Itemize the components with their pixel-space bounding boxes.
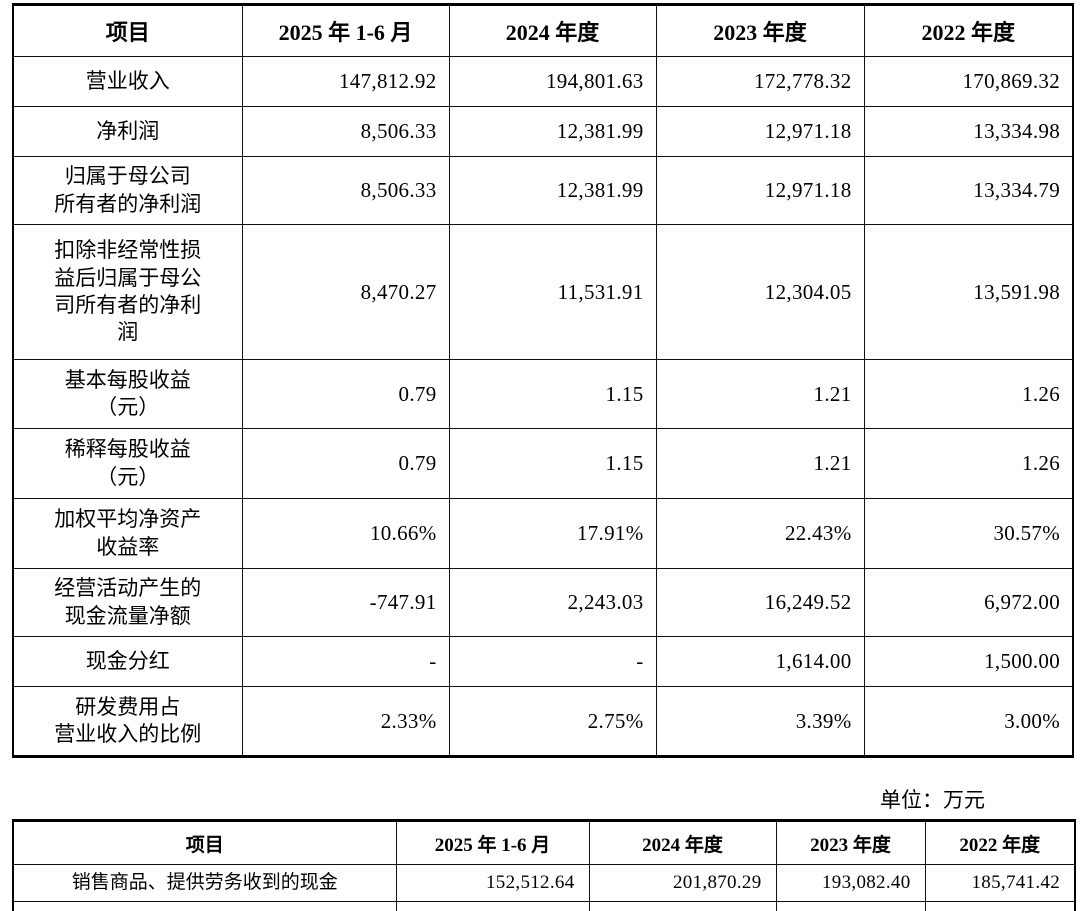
row-label: 净利润 bbox=[12, 106, 243, 157]
value-cell: -747.91 bbox=[241, 568, 450, 637]
value-cell: 1.21 bbox=[655, 428, 865, 499]
value-cell: 30.57% bbox=[863, 498, 1074, 569]
value-cell: 6,972.00 bbox=[863, 568, 1074, 637]
value-cell: 170,869.32 bbox=[863, 56, 1074, 107]
table-row: 净利润 8,506.33 12,381.99 12,971.18 13,334.… bbox=[12, 106, 1074, 157]
value-cell: 10.66% bbox=[241, 498, 450, 569]
value-cell: 16,249.52 bbox=[655, 568, 865, 637]
value-cell: 8,470.27 bbox=[241, 224, 450, 360]
table-header-row: 项目 2025 年 1-6 月 2024 年度 2023 年度 2022 年度 bbox=[12, 820, 1076, 865]
value-cell: 11,531.91 bbox=[448, 224, 657, 360]
value-cell: 201,870.29 bbox=[588, 864, 777, 902]
table-row-clipped bbox=[12, 901, 1076, 911]
header-2023: 2023 年度 bbox=[775, 820, 926, 865]
value-cell: 1,500.00 bbox=[863, 636, 1074, 687]
value-cell: 13,591.98 bbox=[863, 224, 1074, 360]
value-cell: 12,381.99 bbox=[448, 156, 657, 225]
value-cell: 185,741.42 bbox=[924, 864, 1076, 902]
row-label: 营业收入 bbox=[12, 56, 243, 107]
value-cell: 13,334.79 bbox=[863, 156, 1074, 225]
row-label: 基本每股收益 （元） bbox=[12, 359, 243, 429]
value-cell: 3.39% bbox=[655, 686, 865, 757]
value-cell: 3.00% bbox=[863, 686, 1074, 757]
row-label: 研发费用占 营业收入的比例 bbox=[12, 686, 243, 757]
header-2025h1: 2025 年 1-6 月 bbox=[395, 820, 590, 865]
table-row: 基本每股收益 （元） 0.79 1.15 1.21 1.26 bbox=[12, 359, 1074, 429]
value-cell: 1.15 bbox=[448, 428, 657, 499]
table-row: 研发费用占 营业收入的比例 2.33% 2.75% 3.39% 3.00% bbox=[12, 686, 1074, 757]
row-label: 稀释每股收益 （元） bbox=[12, 428, 243, 499]
value-cell: 194,801.63 bbox=[448, 56, 657, 107]
table-row: 加权平均净资产 收益率 10.66% 17.91% 22.43% 30.57% bbox=[12, 498, 1074, 569]
value-cell: 8,506.33 bbox=[241, 156, 450, 225]
row-label: 现金分红 bbox=[12, 636, 243, 687]
table-row: 营业收入 147,812.92 194,801.63 172,778.32 17… bbox=[12, 56, 1074, 107]
value-cell: 0.79 bbox=[241, 359, 450, 429]
value-cell: 12,381.99 bbox=[448, 106, 657, 157]
header-2023: 2023 年度 bbox=[655, 4, 865, 57]
value-cell: - bbox=[241, 636, 450, 687]
table-row: 稀释每股收益 （元） 0.79 1.15 1.21 1.26 bbox=[12, 428, 1074, 499]
row-label: 扣除非经常性损 益后归属于母公 司所有者的净利 润 bbox=[12, 224, 243, 360]
value-cell: 8,506.33 bbox=[241, 106, 450, 157]
value-cell: 0.79 bbox=[241, 428, 450, 499]
value-cell: 2.75% bbox=[448, 686, 657, 757]
table-row: 销售商品、提供劳务收到的现金 152,512.64 201,870.29 193… bbox=[12, 864, 1076, 902]
value-cell: 1.26 bbox=[863, 428, 1074, 499]
value-cell: 147,812.92 bbox=[241, 56, 450, 107]
value-cell: - bbox=[448, 636, 657, 687]
row-label: 经营活动产生的 现金流量净额 bbox=[12, 568, 243, 637]
value-cell: 17.91% bbox=[448, 498, 657, 569]
header-2024: 2024 年度 bbox=[588, 820, 777, 865]
header-2022: 2022 年度 bbox=[863, 4, 1074, 57]
value-cell: 12,971.18 bbox=[655, 156, 865, 225]
header-2025h1: 2025 年 1-6 月 bbox=[241, 4, 450, 57]
table-row: 归属于母公司 所有者的净利润 8,506.33 12,381.99 12,971… bbox=[12, 156, 1074, 225]
value-cell: 2.33% bbox=[241, 686, 450, 757]
financial-summary-table: 项目 2025 年 1-6 月 2024 年度 2023 年度 2022 年度 … bbox=[12, 3, 1074, 758]
value-cell: 22.43% bbox=[655, 498, 865, 569]
row-label: 归属于母公司 所有者的净利润 bbox=[12, 156, 243, 225]
table-row: 经营活动产生的 现金流量净额 -747.91 2,243.03 16,249.5… bbox=[12, 568, 1074, 637]
row-label: 销售商品、提供劳务收到的现金 bbox=[12, 864, 397, 902]
unit-label: 单位：万元 bbox=[880, 788, 985, 812]
value-cell: 12,304.05 bbox=[655, 224, 865, 360]
header-item: 项目 bbox=[12, 4, 243, 57]
table-row: 现金分红 - - 1,614.00 1,500.00 bbox=[12, 636, 1074, 687]
row-label: 加权平均净资产 收益率 bbox=[12, 498, 243, 569]
header-item: 项目 bbox=[12, 820, 397, 865]
value-cell: 1.15 bbox=[448, 359, 657, 429]
header-2022: 2022 年度 bbox=[924, 820, 1076, 865]
value-cell: 1,614.00 bbox=[655, 636, 865, 687]
table-header-row: 项目 2025 年 1-6 月 2024 年度 2023 年度 2022 年度 bbox=[12, 4, 1074, 57]
value-cell: 152,512.64 bbox=[395, 864, 590, 902]
value-cell: 1.26 bbox=[863, 359, 1074, 429]
cash-flow-table: 项目 2025 年 1-6 月 2024 年度 2023 年度 2022 年度 … bbox=[12, 819, 1076, 911]
value-cell: 172,778.32 bbox=[655, 56, 865, 107]
value-cell: 12,971.18 bbox=[655, 106, 865, 157]
value-cell: 193,082.40 bbox=[775, 864, 926, 902]
value-cell: 2,243.03 bbox=[448, 568, 657, 637]
value-cell: 13,334.98 bbox=[863, 106, 1074, 157]
header-2024: 2024 年度 bbox=[448, 4, 657, 57]
table-row: 扣除非经常性损 益后归属于母公 司所有者的净利 润 8,470.27 11,53… bbox=[12, 224, 1074, 360]
value-cell: 1.21 bbox=[655, 359, 865, 429]
